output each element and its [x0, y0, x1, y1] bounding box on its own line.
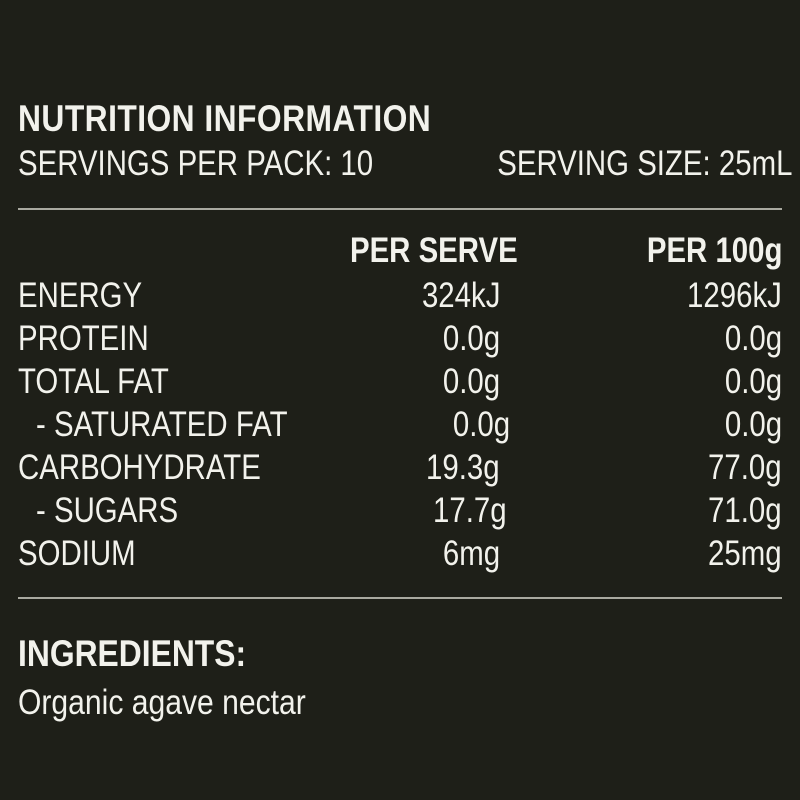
table-row: - SATURATED FAT 0.0g 0.0g — [18, 403, 782, 446]
nutrient-name: PROTEIN — [18, 319, 149, 358]
table-row: SODIUM 6mg 25mg — [18, 532, 782, 575]
header-per-serve: PER SERVE — [349, 231, 518, 270]
per-100g-value: 77.0g — [708, 448, 782, 487]
header-per-100g-cell: PER 100g — [500, 228, 782, 274]
header-per-serve-cell: PER SERVE — [318, 228, 518, 274]
nutrient-name: CARBOHYDRATE — [18, 448, 261, 487]
servings-per-pack: SERVINGS PER PACK: 10 — [18, 144, 374, 183]
panel-title: NUTRITION INFORMATION — [18, 98, 432, 139]
per-100g-value: 0.0g — [724, 362, 782, 401]
per-serve-value: 324kJ — [421, 276, 500, 315]
per-100g-value: 0.0g — [724, 319, 782, 358]
nutrient-name: - SUGARS — [36, 491, 179, 530]
table-row: TOTAL FAT 0.0g 0.0g — [18, 360, 782, 403]
per-serve-value: 0.0g — [442, 362, 500, 401]
table-row: ENERGY 324kJ 1296kJ — [18, 274, 782, 317]
nutrient-name: ENERGY — [18, 276, 143, 315]
nutrient-name: TOTAL FAT — [18, 362, 169, 401]
serving-info-row: SERVINGS PER PACK: 10 SERVING SIZE: 25mL — [18, 142, 792, 186]
per-100g-value: 25mg — [708, 534, 782, 573]
per-serve-value: 0.0g — [442, 319, 500, 358]
nutrient-name: SODIUM — [18, 534, 136, 573]
table-row: - SUGARS 17.7g 71.0g — [18, 489, 782, 532]
table-header-row: PER SERVE PER 100g — [18, 228, 782, 274]
per-serve-value: 0.0g — [453, 405, 511, 444]
per-100g-value: 71.0g — [708, 491, 783, 530]
header-per-100g: PER 100g — [646, 231, 782, 270]
per-serve-value: 6mg — [442, 534, 500, 573]
per-serve-value: 19.3g — [426, 448, 500, 487]
nutrition-table: PER SERVE PER 100g ENERGY 324kJ 1296kJ P… — [18, 228, 782, 575]
serving-size: SERVING SIZE: 25mL — [496, 144, 793, 183]
bottom-divider — [18, 597, 782, 599]
per-serve-value: 17.7g — [433, 491, 507, 530]
nutrition-panel: NUTRITION INFORMATION SERVINGS PER PACK:… — [18, 96, 792, 725]
per-100g-value: 1296kJ — [687, 276, 782, 315]
table-row: PROTEIN 0.0g 0.0g — [18, 317, 782, 360]
per-100g-value: 0.0g — [724, 405, 782, 444]
ingredients-title: INGREDIENTS: — [18, 633, 247, 674]
ingredients-text: Organic agave nectar — [18, 683, 306, 722]
header-name-spacer — [18, 228, 318, 274]
table-row: CARBOHYDRATE 19.3g 77.0g — [18, 446, 782, 489]
top-divider — [18, 208, 782, 210]
nutrient-name: - SATURATED FAT — [36, 405, 288, 444]
